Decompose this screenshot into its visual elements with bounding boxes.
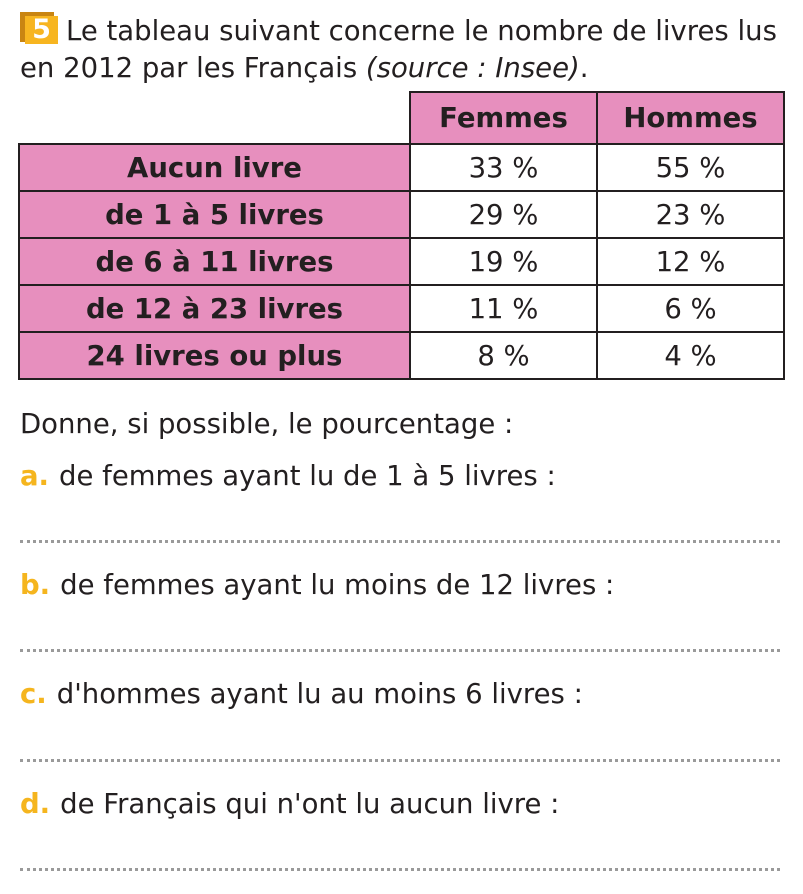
table-row: 24 livres ou plus 8 % 4 % (18, 331, 785, 380)
row-label: de 1 à 5 livres (18, 190, 411, 239)
cell-hommes: 6 % (596, 284, 785, 333)
question-letter: d. (20, 788, 51, 820)
question-prompt: Donne, si possible, le pourcentage : (20, 408, 514, 440)
cell-femmes: 33 % (409, 143, 598, 192)
cell-femmes: 29 % (409, 190, 598, 239)
question-letter: c. (20, 678, 47, 710)
question-b: b. de femmes ayant lu moins de 12 livres … (20, 565, 614, 605)
row-label: de 12 à 23 livres (18, 284, 411, 333)
question-text: de femmes ayant lu de 1 à 5 livres : (59, 460, 556, 492)
books-read-table: Femmes Hommes Aucun livre 33 % 55 % de 1… (18, 91, 785, 380)
exercise-number-badge: 5 (20, 12, 60, 44)
answer-line-a[interactable] (20, 540, 780, 543)
cell-hommes: 12 % (596, 237, 785, 286)
column-header-femmes: Femmes (409, 91, 598, 145)
table-row: de 12 à 23 livres 11 % 6 % (18, 284, 785, 333)
question-text: de femmes ayant lu moins de 12 livres : (60, 569, 615, 601)
row-label: 24 livres ou plus (18, 331, 411, 380)
question-text: de Français qui n'ont lu aucun livre : (60, 788, 560, 820)
statement-text: Le tableau suivant concerne le nombre de… (20, 15, 777, 84)
answer-line-b[interactable] (20, 649, 780, 652)
question-c: c. d'hommes ayant lu au moins 6 livres : (20, 674, 583, 714)
table-header-row: Femmes Hommes (19, 91, 785, 145)
table-row: de 6 à 11 livres 19 % 12 % (18, 237, 785, 286)
cell-femmes: 8 % (409, 331, 598, 380)
exercise-statement: 5 Le tableau suivant concerne le nombre d… (20, 12, 790, 87)
cell-femmes: 11 % (409, 284, 598, 333)
table-row: Aucun livre 33 % 55 % (18, 143, 785, 192)
answer-line-d[interactable] (20, 868, 780, 871)
question-text: d'hommes ayant lu au moins 6 livres : (56, 678, 583, 710)
statement-end: . (579, 52, 589, 84)
cell-femmes: 19 % (409, 237, 598, 286)
row-label: de 6 à 11 livres (18, 237, 411, 286)
question-letter: a. (20, 460, 50, 492)
cell-hommes: 23 % (596, 190, 785, 239)
row-label: Aucun livre (18, 143, 411, 192)
question-letter: b. (20, 569, 51, 601)
table-corner (19, 92, 410, 144)
statement-source: (source : Insee) (365, 52, 580, 84)
exercise-number: 5 (25, 16, 58, 44)
cell-hommes: 4 % (596, 331, 785, 380)
column-header-hommes: Hommes (596, 91, 785, 145)
table-row: de 1 à 5 livres 29 % 23 % (18, 190, 785, 239)
answer-line-c[interactable] (20, 759, 780, 762)
question-d: d. de Français qui n'ont lu aucun livre : (20, 784, 559, 824)
cell-hommes: 55 % (596, 143, 785, 192)
question-a: a. de femmes ayant lu de 1 à 5 livres : (20, 456, 556, 496)
